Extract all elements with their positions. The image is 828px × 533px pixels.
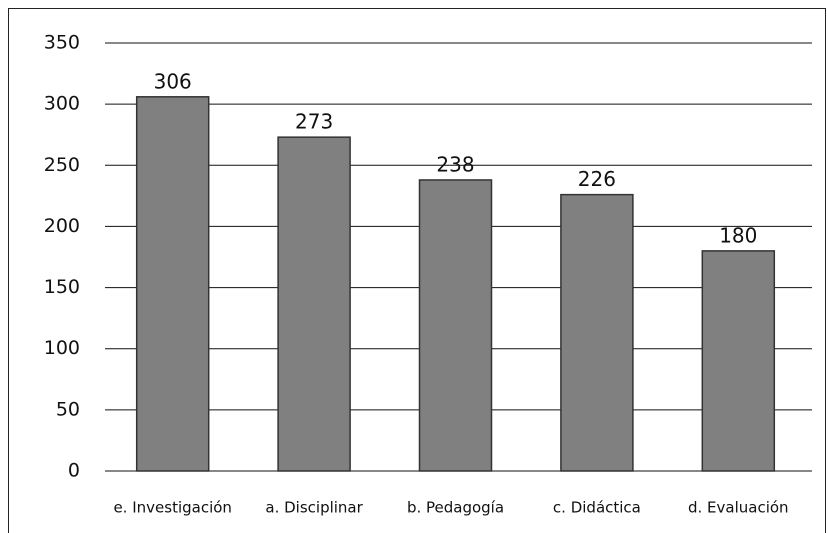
y-tick-label: 250 xyxy=(44,154,80,176)
bar xyxy=(560,193,634,472)
data-label: 273 xyxy=(295,110,333,134)
y-tick-label: 50 xyxy=(56,398,80,420)
data-label: 238 xyxy=(436,152,474,176)
y-tick-label: 350 xyxy=(44,32,80,54)
x-tick-label: d. Evaluación xyxy=(688,499,789,517)
bar xyxy=(701,250,776,472)
y-tick-label: 200 xyxy=(44,215,80,237)
y-tick-label: 100 xyxy=(44,337,80,359)
y-tick-label: 0 xyxy=(68,460,80,482)
bar xyxy=(418,179,493,472)
data-label: 306 xyxy=(154,69,192,93)
y-tick-label: 300 xyxy=(44,93,80,115)
x-tick-label: e. Investigación xyxy=(113,499,231,517)
bar xyxy=(135,96,210,472)
data-label: 180 xyxy=(719,223,757,247)
x-tick-label: b. Pedagogía xyxy=(407,499,504,517)
y-tick-label: 150 xyxy=(44,276,80,298)
chart-frame xyxy=(8,8,826,533)
data-label: 226 xyxy=(578,167,616,191)
x-tick-label: a. Disciplinar xyxy=(265,499,363,517)
bar xyxy=(277,136,351,472)
x-tick-label: c. Didáctica xyxy=(553,499,641,517)
